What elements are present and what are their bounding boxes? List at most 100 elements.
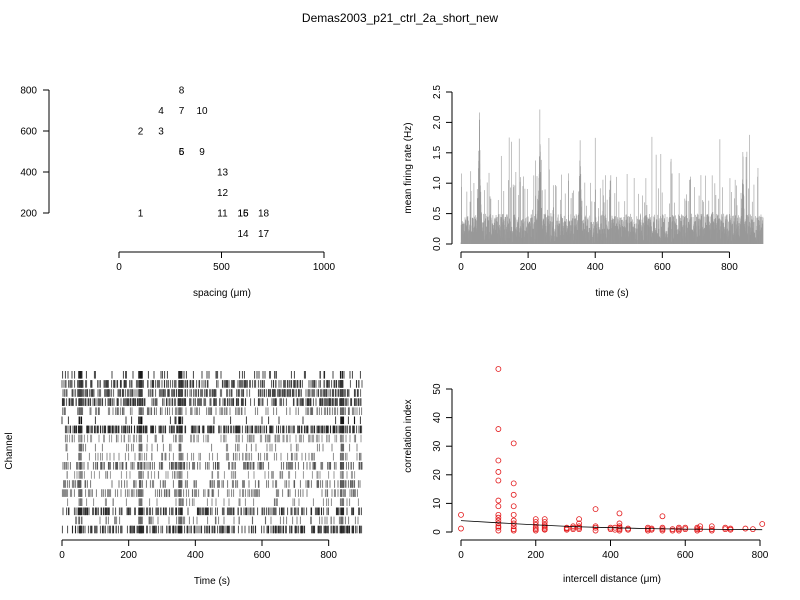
correlation-point xyxy=(510,511,517,518)
correlation-point xyxy=(708,527,715,534)
spike-raster-ylabel: Channel xyxy=(4,432,15,469)
correlation-point xyxy=(495,426,502,432)
correlation-point xyxy=(669,527,676,534)
correlation-point xyxy=(592,506,599,513)
y-tick-label: 1.0 xyxy=(432,176,443,190)
electrode-label: 5 xyxy=(179,147,185,158)
x-tick-label: 800 xyxy=(752,550,769,561)
spike-raster-marks xyxy=(61,371,363,534)
correlation-point xyxy=(708,523,715,530)
correlation-axes: 0 200 400 600 800 0 10 20 30 40 50 xyxy=(432,383,769,561)
x-tick-label: 1000 xyxy=(313,262,336,273)
correlation-point xyxy=(697,523,704,530)
electrode-label: 2 xyxy=(138,127,144,138)
firing-rate-xlabel: time (s) xyxy=(595,288,628,299)
spike-raster-xlabel: Time (s) xyxy=(194,576,230,587)
correlation-point xyxy=(495,527,502,534)
firing-rate-axes: 0 200 400 600 800 0.0 0.5 1.0 1.5 2.0 2.5 xyxy=(432,85,738,273)
electrode-label: 15 xyxy=(237,209,249,220)
correlation-point xyxy=(510,491,517,498)
y-tick-label: 20 xyxy=(432,469,443,481)
correlation-point xyxy=(532,519,539,525)
x-tick-label: 600 xyxy=(254,550,271,561)
y-tick-label: 40 xyxy=(432,412,443,424)
correlation-point xyxy=(495,514,502,521)
electrode-label: 9 xyxy=(199,147,205,158)
electrode-label: 12 xyxy=(217,188,229,199)
correlation-point xyxy=(495,524,502,531)
correlation-point xyxy=(510,517,517,524)
correlation-point xyxy=(510,440,517,447)
correlation-point xyxy=(510,527,517,534)
electrode-label: 16 xyxy=(237,209,249,220)
correlation-point xyxy=(495,520,502,527)
correlation-point xyxy=(510,480,517,487)
correlation-point xyxy=(749,526,756,533)
firing-rate-bars xyxy=(460,109,764,244)
x-tick-label: 200 xyxy=(120,550,137,561)
x-tick-label: 0 xyxy=(59,550,65,561)
x-tick-label: 0 xyxy=(116,262,122,273)
correlation-point xyxy=(495,497,502,504)
correlation-point xyxy=(759,521,766,527)
firing-rate-panel: 0 200 400 600 800 0.0 0.5 1.0 1.5 2.0 2.5 time (s)… xyxy=(403,85,764,299)
y-tick-label: 10 xyxy=(432,497,443,509)
correlation-point xyxy=(563,526,570,533)
correlation-point xyxy=(625,526,631,533)
x-tick-label: 400 xyxy=(587,262,604,273)
correlation-points xyxy=(458,366,766,534)
correlation-point xyxy=(616,510,623,517)
electrode-label: 17 xyxy=(258,229,270,240)
electrode-label: 4 xyxy=(158,106,164,117)
correlation-point xyxy=(592,527,599,534)
fit-line xyxy=(460,520,763,531)
electrode-layout-xlabel: spacing (μm) xyxy=(193,288,251,299)
x-tick-label: 600 xyxy=(677,550,694,561)
spike-raster-panel: 0 200 400 600 800 Time (s) Channel xyxy=(4,371,363,587)
x-tick-label: 800 xyxy=(320,550,337,561)
correlation-point xyxy=(495,469,502,475)
electrode-label: 10 xyxy=(196,106,208,117)
correlation-point xyxy=(576,520,583,527)
correlation-point xyxy=(616,520,623,527)
electrode-label: 7 xyxy=(179,106,185,117)
correlation-point xyxy=(659,513,666,520)
y-tick-label: 0.5 xyxy=(432,206,443,220)
electrode-label: 11 xyxy=(217,209,228,220)
y-tick-label: 0.0 xyxy=(432,237,443,251)
x-tick-label: 0 xyxy=(458,262,464,273)
correlation-point xyxy=(742,525,749,532)
correlation-point xyxy=(675,527,682,534)
y-tick-label: 2.0 xyxy=(432,115,443,129)
y-tick-label: 200 xyxy=(20,209,37,220)
spike-raster-axes: 0 200 400 600 800 xyxy=(59,539,337,561)
correlation-xlabel: intercell distance (μm) xyxy=(563,574,661,585)
y-tick-label: 30 xyxy=(432,440,443,452)
correlation-point xyxy=(495,366,502,372)
correlation-point xyxy=(532,527,539,534)
electrode-layout-axes: 0 500 1000 200 400 600 800 xyxy=(20,86,335,274)
x-tick-label: 400 xyxy=(187,550,204,561)
y-tick-label: 50 xyxy=(432,383,443,395)
x-tick-label: 800 xyxy=(721,262,738,273)
x-tick-label: 600 xyxy=(654,262,671,273)
x-tick-label: 400 xyxy=(602,550,619,561)
electrode-label: 14 xyxy=(237,229,249,240)
y-tick-label: 1.5 xyxy=(432,145,443,159)
x-tick-label: 200 xyxy=(527,550,544,561)
correlation-point xyxy=(495,477,502,484)
y-tick-label: 600 xyxy=(20,127,37,138)
x-tick-label: 200 xyxy=(520,262,537,273)
y-tick-label: 0 xyxy=(432,529,443,535)
correlation-point xyxy=(495,457,502,464)
y-tick-label: 2.5 xyxy=(432,85,443,99)
correlation-point xyxy=(458,525,464,532)
correlation-ylabel: correlation index xyxy=(403,399,414,472)
correlation-point xyxy=(510,503,517,510)
correlation-point xyxy=(541,516,548,523)
correlation-point xyxy=(458,511,464,518)
correlation-panel: 0 200 400 600 800 0 10 20 30 40 50 intercell dista… xyxy=(403,366,769,585)
